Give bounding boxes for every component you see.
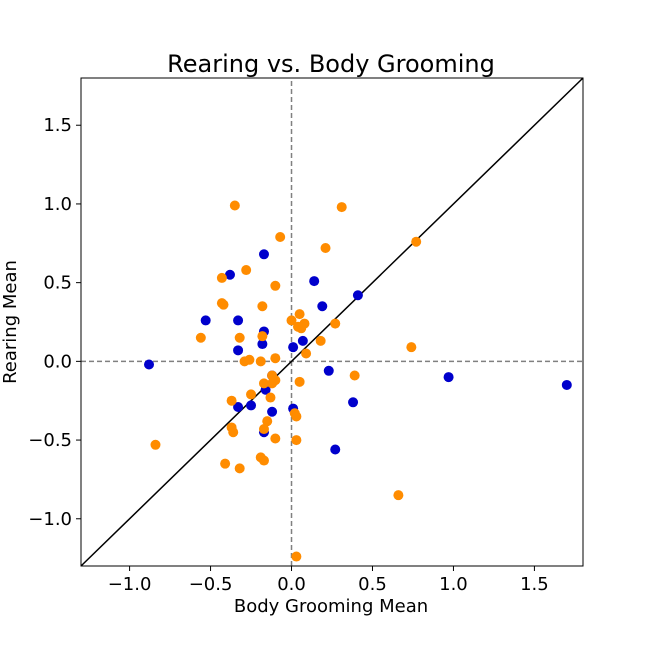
data-point [233,345,244,356]
y-tick-label: 1.0 [43,194,72,215]
data-point [330,318,341,329]
data-point [296,323,307,334]
plot-area: −1.0 −0.5 0.0 0.5 1.0 1.5 −1.0 −0.5 0.0 0.5 1.0 1.5 [28,77,584,595]
y-tick-label: 0.5 [43,273,72,294]
data-point [320,243,331,254]
data-point [195,332,206,343]
data-point [393,490,404,501]
y-tick-label: 1.5 [43,115,72,136]
data-point [265,392,276,403]
data-point [411,236,422,247]
data-point [330,444,341,455]
data-point [244,354,255,365]
data-point [336,202,347,213]
data-point [291,411,302,422]
data-point [297,335,308,346]
data-point [315,335,326,346]
data-point [144,359,155,370]
data-point [262,416,273,427]
data-point [286,315,297,326]
data-point [258,249,269,260]
data-point [216,272,227,283]
x-tick-label: 1.0 [439,574,468,595]
chart-title: Rearing vs. Body Grooming [167,50,495,78]
data-point [349,370,360,381]
data-point [275,231,286,242]
data-point [200,315,211,326]
x-tick-label: 0.5 [358,574,387,595]
data-point [301,348,312,359]
data-point [267,378,278,389]
y-tick-label: 0.0 [43,351,72,372]
plot-frame [80,77,584,567]
data-point [246,400,257,411]
x-axis-label: Body Grooming Mean [234,596,428,617]
data-point [294,309,305,320]
y-axis-label: Rearing Mean [0,260,21,384]
data-point [218,299,229,310]
data-point [288,342,299,353]
data-point [255,356,266,367]
data-point [323,365,334,376]
data-point [291,435,302,446]
data-point [224,269,235,280]
data-point [443,372,454,383]
data-point [270,353,281,364]
data-point [233,402,244,413]
data-point [234,332,245,343]
data-point [220,458,231,469]
data-point [246,389,257,400]
data-point [294,376,305,387]
data-point [267,406,278,417]
x-tick-label: −1.0 [108,574,152,595]
data-point [352,290,363,301]
data-point [291,551,302,562]
y-tick-label: −1.0 [28,509,72,530]
y-tick-label: −0.5 [28,430,72,451]
data-point [233,315,244,326]
data-point [150,439,161,450]
data-point [258,378,269,389]
data-point [561,379,572,390]
data-point [228,427,239,438]
data-point [309,276,320,287]
x-tick-label: 0.0 [277,574,306,595]
data-point [234,463,245,474]
data-point [317,301,328,312]
data-point [257,331,268,342]
data-point [270,433,281,444]
data-point [258,455,269,466]
x-tick-label: −0.5 [189,574,233,595]
data-point [258,424,269,435]
data-point [406,342,417,353]
data-point [226,395,237,406]
data-point [229,200,240,211]
x-tick-label: 1.5 [520,574,549,595]
data-point [257,301,268,312]
data-point [241,265,252,276]
data-point [348,397,359,408]
data-point [257,339,268,350]
data-point [270,280,281,291]
